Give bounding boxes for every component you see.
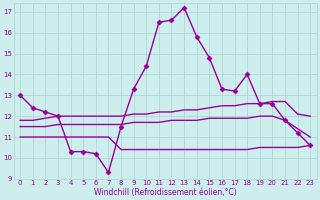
X-axis label: Windchill (Refroidissement éolien,°C): Windchill (Refroidissement éolien,°C) [94, 188, 236, 197]
